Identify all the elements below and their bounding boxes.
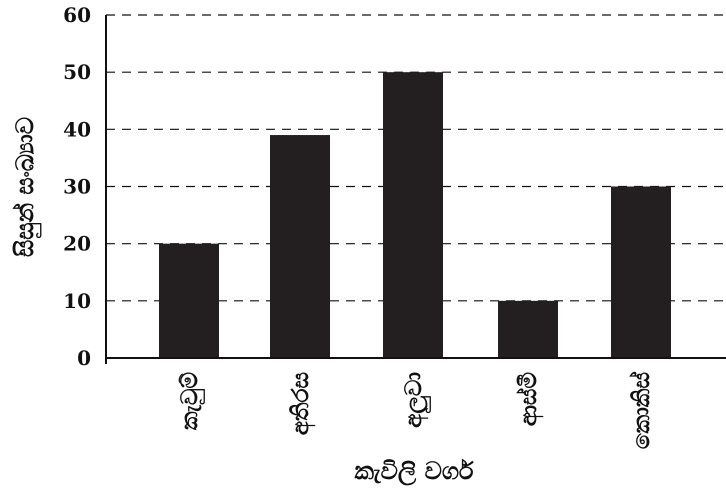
y-tick-label: 30 <box>63 175 91 199</box>
x-tick-label: කැවුම් <box>177 372 205 431</box>
y-tick-label: 10 <box>63 289 91 313</box>
x-tick-labels: කැවුම් අතිරස අලුවා ආස්මී කොකිස් <box>177 371 655 449</box>
y-tick-label: 40 <box>63 117 91 141</box>
bar <box>383 72 443 359</box>
axes <box>105 15 726 364</box>
x-tick-label: ආස්මී <box>516 372 544 427</box>
x-tick-label: කොකිස් <box>629 371 655 449</box>
y-tick-label: 0 <box>77 346 91 370</box>
x-tick-label: අලුවා <box>401 372 431 428</box>
y-tick-labels: 0 10 20 30 40 50 60 <box>63 3 91 370</box>
x-tick-label: අතිරස <box>288 372 316 436</box>
bar <box>611 186 671 358</box>
y-axis-title: සිසුන් සංඛ්‍යාව <box>11 117 42 257</box>
bar <box>270 135 330 358</box>
y-tick-label: 20 <box>63 232 91 256</box>
x-axis-title: කැවිලි වර්ග <box>354 457 474 486</box>
y-tick-label: 50 <box>63 60 91 84</box>
bars <box>159 72 671 359</box>
y-tick-label: 60 <box>63 3 91 27</box>
bar <box>159 243 219 358</box>
bar <box>498 300 558 358</box>
